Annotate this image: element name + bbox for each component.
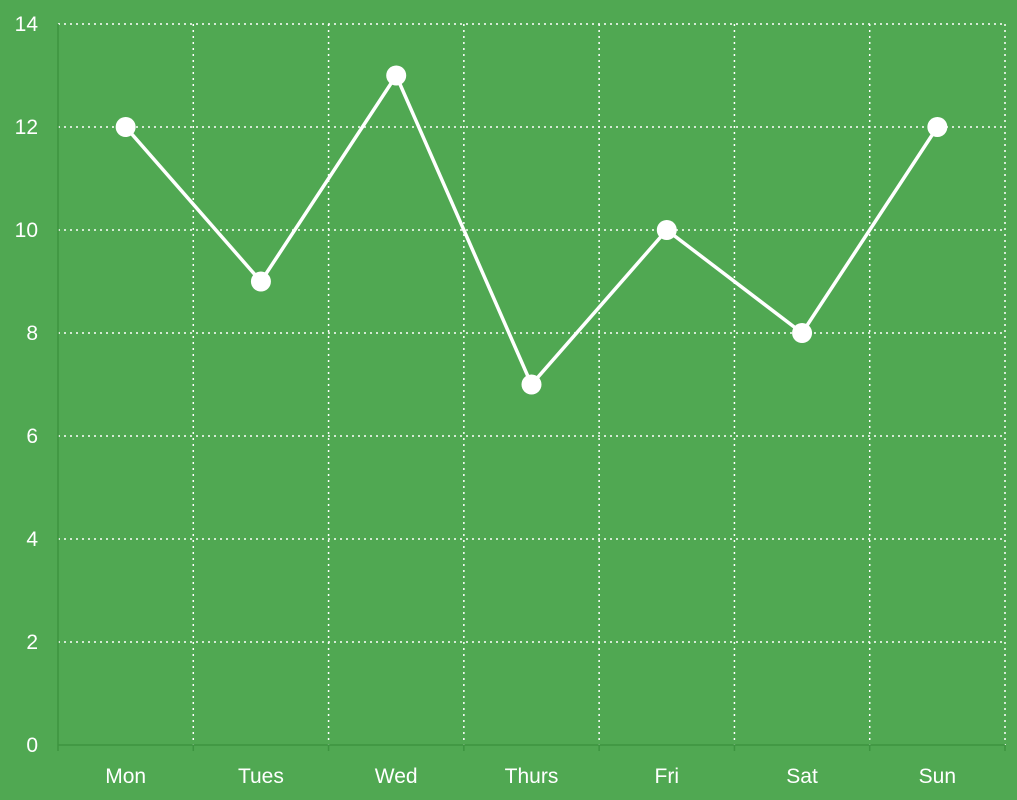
x-tick-label: Sun xyxy=(919,765,956,788)
grid-lines xyxy=(58,23,1006,745)
y-tick-label: 14 xyxy=(15,13,39,36)
y-tick-label: 2 xyxy=(26,631,38,654)
tick-labels: 0 2 4 6 8 10 12 14 Mon Tues Wed Thurs Fri Sat Sun xyxy=(15,13,956,788)
y-tick-label: 12 xyxy=(15,116,38,139)
data-point xyxy=(792,323,813,343)
axes xyxy=(57,24,1006,751)
data-point xyxy=(656,220,677,240)
y-tick-label: 6 xyxy=(26,425,38,448)
data-point xyxy=(250,271,271,292)
series-layer xyxy=(115,65,948,395)
data-point xyxy=(115,117,136,137)
x-tick-label: Thurs xyxy=(505,765,559,788)
x-tick-label: Fri xyxy=(655,765,680,788)
x-tick-label: Tues xyxy=(238,765,284,788)
x-tick-label: Mon xyxy=(105,765,146,788)
data-point xyxy=(521,374,542,395)
x-tick-label: Sat xyxy=(786,765,818,788)
y-tick-label: 4 xyxy=(26,528,38,551)
y-tick-label: 10 xyxy=(15,219,38,242)
x-tick-label: Wed xyxy=(375,765,418,788)
data-point xyxy=(927,117,948,137)
y-tick-label: 8 xyxy=(26,322,38,345)
data-point xyxy=(386,65,407,86)
y-tick-label: 0 xyxy=(26,734,38,757)
